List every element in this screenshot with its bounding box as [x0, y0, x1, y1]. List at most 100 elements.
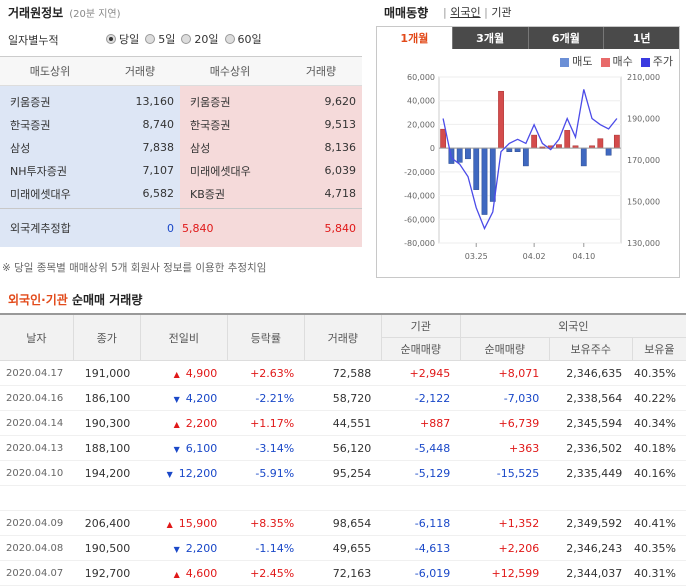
- tab-6month[interactable]: 6개월: [527, 27, 604, 49]
- cell-foreign-net: +6,739: [460, 410, 550, 436]
- header-close: 종가: [73, 313, 141, 361]
- period-radio-5d[interactable]: 5일: [145, 31, 175, 47]
- cell-rate: +2.45%: [227, 560, 305, 586]
- arrow-down-icon: ▼: [173, 544, 180, 554]
- y-right-tick: 130,000: [627, 239, 660, 248]
- broker-info-title: 거래원정보 (20분 지연): [8, 4, 121, 21]
- sell-volume: 8,740: [142, 118, 175, 131]
- legend-price-swatch: [640, 57, 650, 67]
- cell-change: ▲ 4,900: [140, 360, 228, 386]
- net-trade-body: 2020.04.17 191,000 ▲ 4,900 +2.63% 72,588 +2,94…: [0, 360, 686, 586]
- sell-broker: 한국증권: [10, 118, 51, 132]
- buy-row: KB증권 4,718: [180, 182, 362, 205]
- cell-volume: 44,551: [304, 410, 382, 436]
- sell-bar: [514, 147, 521, 152]
- link-divider: |: [443, 6, 447, 19]
- buy-volume: 9,620: [324, 95, 357, 108]
- cell-date: 2020.04.16: [0, 385, 74, 411]
- cell-foreign-ratio: 40.16%: [632, 460, 686, 486]
- x-tick: 04.02: [523, 252, 546, 261]
- cell-rate: -3.14%: [227, 435, 305, 461]
- buy-row: 한국증권 9,513: [180, 113, 362, 136]
- change-value: 4,200: [185, 391, 218, 405]
- broker-info-title-text: 거래원정보: [8, 6, 64, 20]
- sell-volume: 13,160: [135, 95, 175, 108]
- cell-foreign-ratio: 40.31%: [632, 560, 686, 586]
- cell-change: ▼ 4,200: [140, 385, 228, 411]
- trade-trend-chart-box: 1개월 3개월 6개월 1년 매도 매수 주가 60,000 40,000 20,0…: [376, 26, 680, 278]
- y-right-tick: 170,000: [627, 156, 660, 165]
- cell-org-net: +2,945: [381, 360, 461, 386]
- legend-buy-swatch: [600, 57, 610, 67]
- foreign-sum-sell: 외국계추정합 0: [0, 209, 180, 247]
- foreign-sum-row: 외국계추정합 0 5,840 5,840: [0, 208, 362, 247]
- tab-1month[interactable]: 1개월: [377, 27, 452, 49]
- buy-bar: [597, 138, 604, 149]
- y-left-tick: 20,000: [407, 120, 435, 129]
- y-right-tick: 190,000: [627, 115, 660, 124]
- period-radio-60d[interactable]: 60일: [224, 31, 262, 47]
- cell-close: 186,100: [73, 385, 141, 411]
- buy-bar: [440, 128, 447, 149]
- cell-foreign-holding: 2,335,449: [549, 460, 633, 486]
- cell-volume: 72,588: [304, 360, 382, 386]
- sell-broker: 미래에셋대우: [10, 187, 71, 201]
- sell-bar: [456, 147, 463, 163]
- cell-rate: +2.63%: [227, 360, 305, 386]
- sell-bar: [473, 147, 480, 190]
- y-left-tick: -80,000: [404, 239, 435, 248]
- cell-org-net: -5,129: [381, 460, 461, 486]
- cell-foreign-holding: 2,336,502: [549, 435, 633, 461]
- table-row: 2020.04.14 190,300 ▲ 2,200 +1.17% 44,551 +887 +…: [0, 410, 686, 436]
- cell-foreign-ratio: 40.18%: [632, 435, 686, 461]
- sell-volume: 7,838: [142, 141, 175, 154]
- sell-bar: [506, 147, 513, 152]
- sell-bar: [580, 147, 587, 167]
- institution-link[interactable]: 기관: [491, 6, 512, 19]
- sell-broker: 삼성: [10, 141, 31, 155]
- radio-icon: [106, 34, 116, 44]
- x-tick: 04.10: [572, 252, 595, 261]
- change-value: 2,200: [185, 416, 218, 430]
- header-sell-volume: 거래량: [124, 65, 156, 78]
- sell-row: 삼성 7,838: [0, 136, 180, 159]
- sell-bar: [605, 147, 612, 156]
- buy-row: 키움증권 9,620: [180, 90, 362, 113]
- arrow-down-icon: ▼: [166, 469, 173, 479]
- change-value: 2,200: [185, 541, 218, 555]
- cell-date: 2020.04.09: [0, 510, 74, 536]
- net-trade-table: 날자 종가 전일비 등락률 거래량 기관 외국인 순매매량 순매매량 보유주수 …: [0, 313, 686, 586]
- arrow-up-icon: ▲: [173, 569, 180, 579]
- cell-org-net: -2,122: [381, 385, 461, 411]
- header-foreign-holding: 보유주수: [549, 337, 633, 361]
- table-row: 2020.04.17 191,000 ▲ 4,900 +2.63% 72,588 +2,94…: [0, 360, 686, 386]
- cell-date: 2020.04.17: [0, 360, 74, 386]
- broker-table-header: 매도상위 거래량 매수상위 거래량: [0, 56, 362, 86]
- buy-bar: [498, 90, 504, 149]
- trade-trend-title: 매매동향: [384, 6, 429, 20]
- cell-rate: -1.14%: [227, 535, 305, 561]
- cell-volume: 56,120: [304, 435, 382, 461]
- cell-rate: -5.91%: [227, 460, 305, 486]
- table-row: 2020.04.13 188,100 ▼ 6,100 -3.14% 56,120 -5,44…: [0, 435, 686, 461]
- radio-icon: [145, 34, 156, 44]
- header-volume: 거래량: [304, 313, 382, 361]
- cell-org-net: -6,118: [381, 510, 461, 536]
- cell-foreign-holding: 2,346,635: [549, 360, 633, 386]
- buy-broker: 한국증권: [190, 118, 231, 132]
- legend-sell: 매도: [560, 53, 593, 69]
- tab-3month[interactable]: 3개월: [451, 27, 528, 49]
- tab-1year[interactable]: 1년: [603, 27, 679, 49]
- period-radio-label: 20일: [194, 33, 219, 46]
- cell-change: ▼ 6,100: [140, 435, 228, 461]
- period-radio-today[interactable]: 당일: [106, 31, 139, 47]
- foreign-link[interactable]: 외국인: [450, 6, 481, 19]
- trade-trend-chart: 60,000 40,000 20,000 0 -20,000 -40,000 -60,000…: [404, 73, 660, 261]
- period-radio-20d[interactable]: 20일: [181, 31, 219, 47]
- cell-org-net: -6,019: [381, 560, 461, 586]
- y-left-tick: -60,000: [404, 215, 435, 224]
- cell-foreign-holding: 2,344,037: [549, 560, 633, 586]
- gap-cell: [0, 485, 686, 511]
- cell-change: ▲ 2,200: [140, 410, 228, 436]
- header-foreign-ratio: 보유율: [632, 337, 686, 361]
